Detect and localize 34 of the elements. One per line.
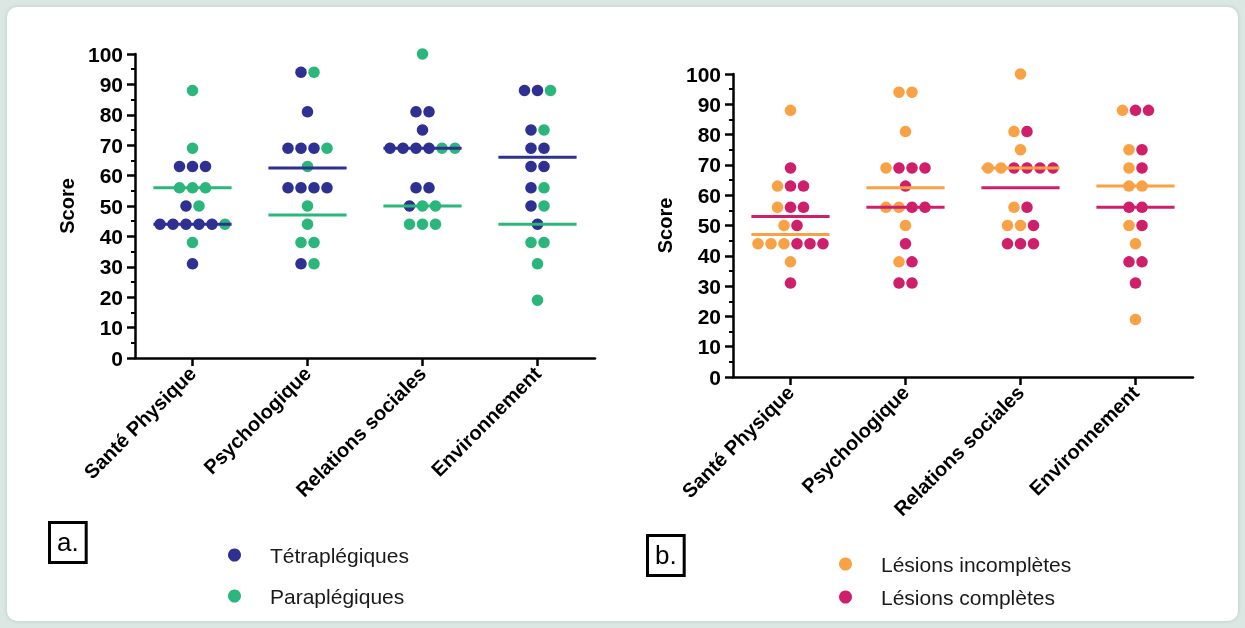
bar — [866, 186, 945, 190]
y-tick-label: 30 — [697, 274, 721, 298]
y-tick-label: 10 — [99, 316, 123, 340]
y-tick-label: 100 — [87, 42, 123, 66]
y-tick-label: 60 — [99, 164, 123, 188]
y-tick-label: 100 — [685, 62, 721, 86]
y-axis-title: Score — [56, 178, 78, 234]
y-tick-label: 70 — [99, 133, 123, 157]
y-tick-label: 20 — [99, 285, 123, 309]
y-tick-label: 50 — [99, 194, 123, 218]
y-tick-label: 70 — [697, 153, 721, 177]
text: b. — [655, 540, 677, 570]
legend-label: Lésions complètes — [881, 585, 1055, 609]
y-tick-label: 10 — [697, 335, 721, 359]
y-tick-label: 90 — [697, 92, 721, 116]
y-tick-label: 20 — [697, 304, 721, 328]
y-tick-label: 50 — [697, 214, 721, 237]
y-tick-label: 80 — [697, 123, 721, 147]
legend-label: Paraplégiques — [270, 584, 405, 608]
legend-label: Lésions incomplètes — [881, 552, 1072, 576]
bar — [268, 166, 347, 170]
text: a. — [57, 527, 79, 557]
y-tick-label: 60 — [697, 183, 721, 207]
y-tick-label: 40 — [697, 244, 721, 268]
y-tick-label: 0 — [709, 365, 721, 389]
y-tick-label: 0 — [111, 346, 123, 370]
bar — [981, 186, 1060, 190]
y-tick-label: 40 — [99, 224, 123, 248]
y-axis-title: Score — [654, 197, 676, 254]
y-tick-label: 90 — [99, 72, 123, 96]
legend-label: Tétraplégiques — [270, 543, 409, 567]
y-tick-label: 80 — [99, 103, 123, 127]
bar — [498, 222, 577, 226]
y-tick-label: 30 — [99, 255, 123, 279]
